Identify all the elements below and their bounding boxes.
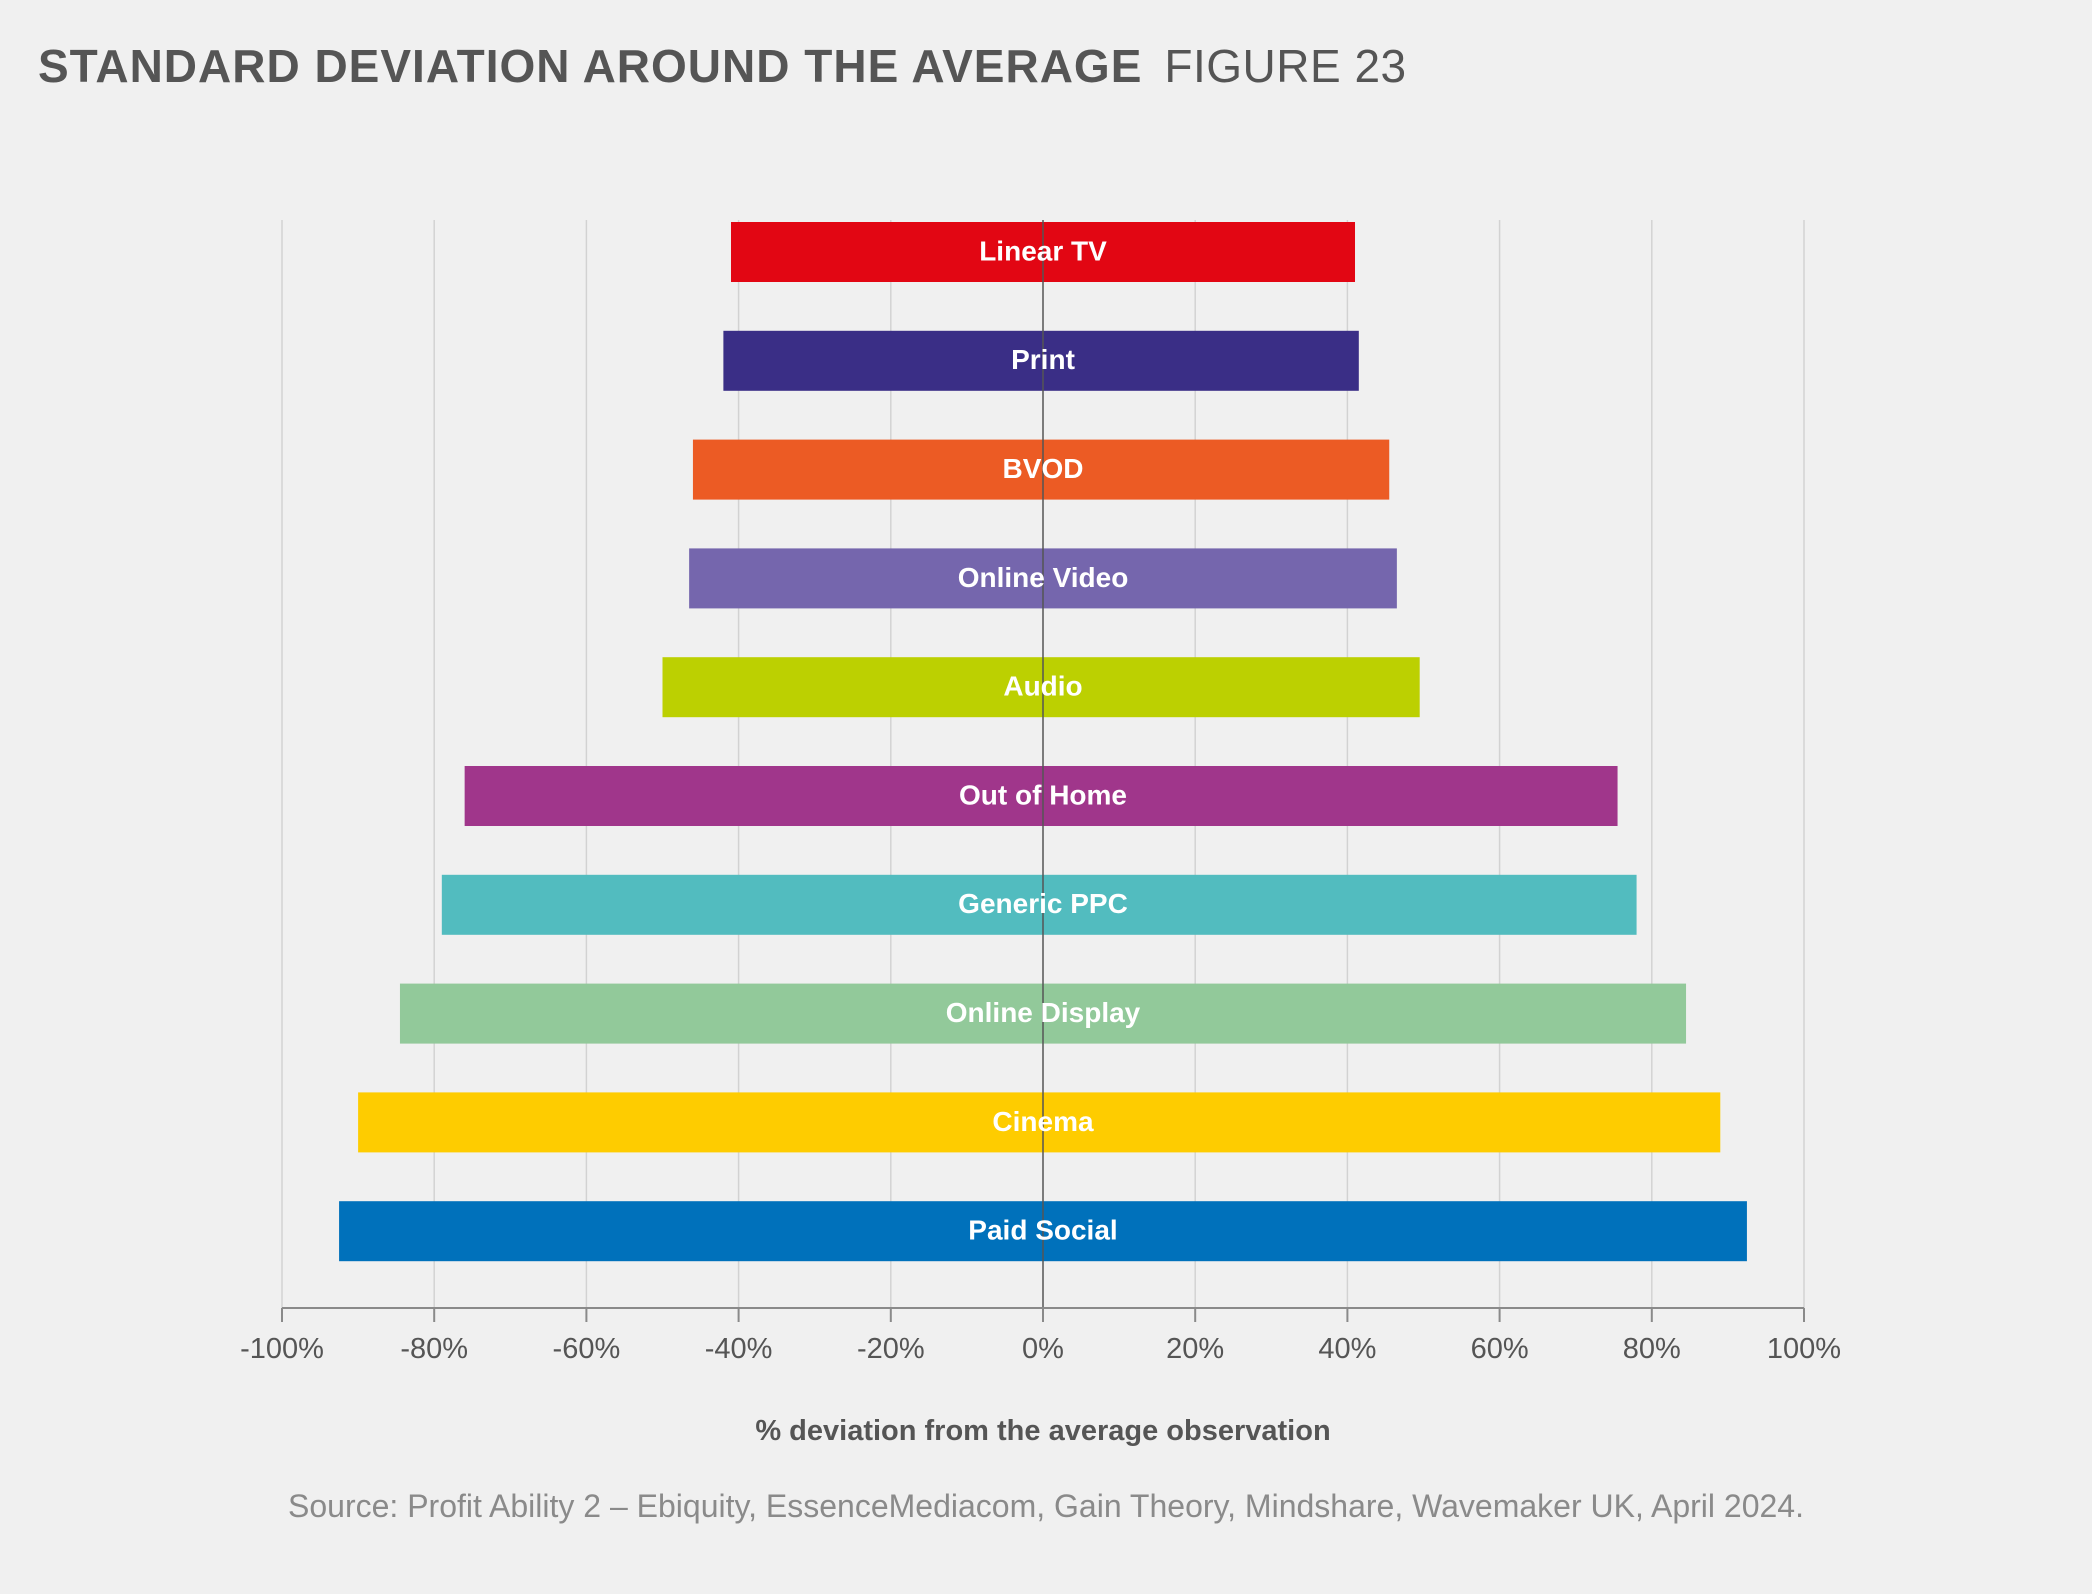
bar-generic-ppc bbox=[441, 874, 1637, 935]
bar-print bbox=[723, 330, 1359, 391]
x-tick-label: -40% bbox=[705, 1333, 773, 1365]
bar-label: Audio bbox=[1003, 671, 1082, 702]
x-tick-label: 80% bbox=[1623, 1333, 1681, 1365]
bar-label: BVOD bbox=[1003, 453, 1084, 484]
bar-bvod bbox=[692, 439, 1390, 500]
x-tick-label: 40% bbox=[1318, 1333, 1376, 1365]
x-tick-label: -100% bbox=[240, 1333, 324, 1365]
bar-label: Out of Home bbox=[959, 779, 1127, 810]
x-tick-label: 100% bbox=[1767, 1333, 1841, 1365]
x-tick-label: 60% bbox=[1471, 1333, 1529, 1365]
x-tick-label: 20% bbox=[1166, 1333, 1224, 1365]
bar-label: Online Video bbox=[958, 562, 1129, 593]
bar-label: Generic PPC bbox=[958, 888, 1128, 919]
x-tick-label: -20% bbox=[857, 1333, 925, 1365]
bar-label: Online Display bbox=[946, 997, 1141, 1028]
bars: Linear TV Print BVOD Online Video Audio Out o… bbox=[339, 220, 1747, 1308]
figure-number: FIGURE 23 bbox=[1164, 40, 1407, 92]
x-tick-label: 0% bbox=[1022, 1333, 1064, 1365]
bar-label: Paid Social bbox=[968, 1215, 1117, 1246]
bar-label: Linear TV bbox=[979, 235, 1107, 266]
x-tick-label: -60% bbox=[553, 1333, 621, 1365]
chart-title: STANDARD DEVIATION AROUND THE AVERAGE bbox=[38, 40, 1143, 92]
x-axis: -100% -80% -60% -40% -20% 0% 20% 40% 60% 80% 100% bbox=[240, 1307, 1841, 1365]
source-note: Source: Profit Ability 2 – Ebiquity, Ess… bbox=[288, 1488, 1804, 1524]
bar-label: Cinema bbox=[992, 1106, 1094, 1137]
figure-heading: STANDARD DEVIATION AROUND THE AVERAGE FIG… bbox=[38, 38, 1407, 94]
x-axis-title: % deviation from the average observation bbox=[755, 1415, 1330, 1447]
bar-cinema bbox=[358, 1092, 1721, 1153]
x-tick-label: -80% bbox=[400, 1333, 468, 1365]
bar-audio bbox=[662, 657, 1420, 718]
bar-out-of-home bbox=[464, 766, 1618, 826]
bar-label: Print bbox=[1011, 344, 1075, 375]
